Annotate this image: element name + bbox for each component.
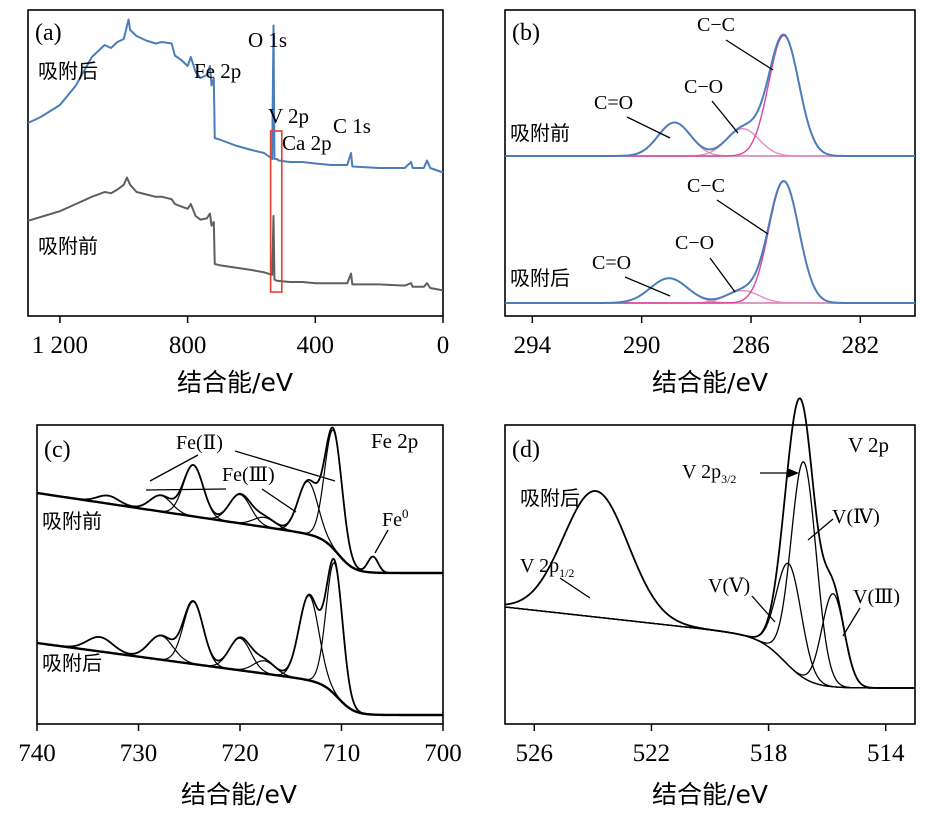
panel-c-title: Fe 2p (371, 429, 418, 453)
label-v3: V(Ⅲ) (853, 586, 900, 608)
v2p-highlight-box (269, 130, 283, 293)
x-tick-label: 720 (221, 740, 259, 767)
fe2p-component-after-0 (36, 636, 443, 716)
panel-d-subtitle: 吸附后 (520, 486, 580, 510)
panel-d-label: (d) (512, 437, 540, 463)
x-tick-label: 700 (424, 740, 462, 767)
fe2p-component-after-3 (36, 637, 443, 716)
panel-a-x-ticks: 1 200 800 400 0 (32, 316, 449, 359)
x-tick-label: 400 (297, 332, 335, 359)
panel-d-frame (504, 424, 916, 725)
fe2p-component-before-1 (36, 492, 443, 574)
x-tick-label: 710 (323, 740, 361, 767)
fe2p-envelope-after (36, 557, 443, 716)
c1s-envelope-after (505, 179, 915, 304)
panel-c-x-ticks: 740 730 720 710 700 (18, 724, 462, 767)
panel-d: (d) V 2p 吸附后 526 522 518 514 V 2p3/2 V 2p1/… (504, 397, 916, 809)
panel-a: (a) 1 200 800 400 0 吸附后 吸附前 O 1s Fe 2p V 2p… (27, 9, 449, 397)
label-before-a: 吸附前 (38, 234, 98, 258)
label-v2p12: V 2p1/2 (520, 555, 574, 580)
fe2p-component-before-4 (36, 492, 443, 574)
label-v2p32: V 2p3/2 (682, 461, 736, 486)
panel-b-label: (b) (512, 20, 540, 46)
x-tick-label: 730 (120, 740, 158, 767)
x-tick-label: 1 200 (32, 332, 88, 359)
fe2p-envelope-before (36, 426, 443, 574)
label-after-a: 吸附后 (38, 59, 98, 83)
x-tick-label: 526 (516, 740, 554, 767)
panel-c-curves (36, 426, 443, 717)
label-o1s: O 1s (248, 28, 287, 52)
panel-b-leader-lines (624, 39, 774, 297)
panel-b-xlabel: 结合能/eV (652, 368, 768, 397)
label-v4: V(Ⅳ) (832, 506, 880, 528)
v2p-envelope (504, 397, 915, 689)
label-before-b: 吸附前 (510, 121, 570, 145)
panel-d-xlabel: 结合能/eV (652, 780, 768, 809)
panel-a-curves (27, 18, 444, 292)
panel-b-x-ticks: 294 290 286 282 (514, 316, 880, 359)
panel-d-curves (504, 397, 915, 689)
label-cc-2: C−C (687, 175, 725, 197)
panel-b: (b) 294 290 286 282 吸附前 吸附后 C=O C−O C−C C=O… (504, 9, 916, 397)
label-fe3: Fe(Ⅲ) (222, 464, 275, 486)
label-cc-1: C−C (697, 14, 735, 36)
x-tick-label: 286 (732, 332, 770, 359)
panel-d-title: V 2p (848, 433, 889, 457)
label-c1s: C 1s (333, 114, 371, 138)
label-fe2: Fe(Ⅱ) (176, 432, 223, 454)
fe2p-component-before-3 (36, 492, 443, 574)
label-fe2p: Fe 2p (194, 59, 241, 83)
c1s-component-after-1 (505, 289, 915, 304)
x-tick-label: 800 (169, 332, 207, 359)
label-v2p: V 2p (268, 104, 309, 128)
survey-spectrum-before (27, 176, 444, 292)
fe2p-background-before (36, 491, 443, 575)
fe2p-component-after-1 (36, 635, 443, 716)
x-tick-label: 294 (514, 332, 552, 359)
label-fe0: Fe0 (382, 506, 409, 531)
label-ca2p: Ca 2p (282, 131, 332, 155)
x-tick-label: 0 (437, 332, 450, 359)
panel-d-x-ticks: 526 522 518 514 (516, 724, 905, 767)
panel-a-frame (27, 9, 444, 317)
fe2p-component-before-7 (36, 492, 443, 574)
label-co-single-1: C−O (684, 76, 723, 98)
label-v5: V(Ⅴ) (708, 575, 750, 597)
label-co-double-2: C=O (592, 252, 631, 274)
label-co-double-1: C=O (594, 92, 633, 114)
label-after-c: 吸附后 (42, 651, 102, 675)
x-tick-label: 522 (633, 740, 671, 767)
panel-c-xlabel: 结合能/eV (181, 780, 297, 809)
label-after-b: 吸附后 (510, 266, 570, 290)
survey-spectrum-after (27, 18, 444, 174)
x-tick-label: 518 (750, 740, 788, 767)
panel-c: (c) Fe 2p 740 730 720 710 700 吸附前 吸附后 Fe(Ⅱ) … (18, 424, 462, 809)
panel-c-label: (c) (44, 437, 71, 463)
panel-c-leader-lines (145, 450, 389, 554)
panel-a-xlabel: 结合能/eV (177, 368, 293, 397)
x-tick-label: 290 (623, 332, 661, 359)
panel-b-curves (505, 33, 915, 304)
panel-b-frame (504, 9, 916, 317)
panel-a-label: (a) (35, 20, 62, 46)
panel-d-leader-lines (559, 468, 861, 637)
label-before-c: 吸附前 (42, 509, 102, 533)
x-tick-label: 514 (867, 740, 905, 767)
c1s-envelope-before (505, 33, 915, 157)
x-tick-label: 740 (18, 740, 56, 767)
fe2p-component-before-0 (36, 492, 443, 574)
x-tick-label: 282 (842, 332, 880, 359)
label-co-single-2: C−O (675, 232, 714, 254)
